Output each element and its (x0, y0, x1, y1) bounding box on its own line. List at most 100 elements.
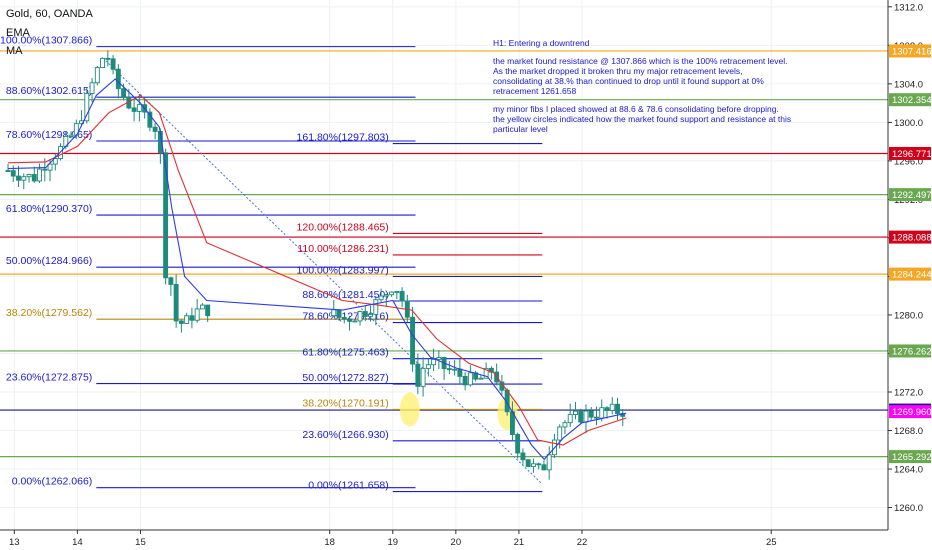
horizontal-lines[interactable] (0, 50, 888, 458)
fib-level-label: 50.00%(1272.827) (302, 372, 388, 384)
fib-level-label: 100.00%(1307.866) (0, 35, 92, 47)
indicator-ma-label[interactable]: MA (6, 45, 23, 57)
price-tag[interactable]: 1269.960 (892, 407, 932, 418)
candle-body (21, 176, 27, 181)
candle-body (431, 358, 437, 366)
candle-body (425, 364, 431, 369)
fib-level-label: 0.00%(1262.066) (12, 476, 93, 488)
fib-minor[interactable]: 161.80%(1297.803) 120.00%(1288.465) 110.00… (297, 132, 543, 493)
ema-line-path (7, 78, 627, 461)
candle-body (37, 168, 42, 182)
price-tick-label: 1268.0 (894, 426, 923, 437)
annotation-note[interactable]: H1: Entering a downtrend the market foun… (493, 38, 793, 134)
candle-body (530, 463, 536, 467)
candle-body (562, 422, 568, 428)
price-tag-bg[interactable] (889, 450, 931, 464)
candle-body (615, 403, 620, 414)
dotted-trend-line[interactable] (105, 60, 542, 484)
candle-body (478, 377, 484, 380)
price-tag[interactable]: 1276.262 (892, 346, 932, 357)
time-tick-label: 25 (766, 537, 777, 548)
fib-level-label: 120.00%(1288.465) (297, 221, 389, 233)
price-tag-bg[interactable] (889, 344, 931, 358)
price-tag[interactable]: 1284.244 (892, 270, 932, 281)
candle-body (184, 315, 190, 324)
candle-body (588, 410, 594, 418)
fib-level-label: 61.80%(1290.370) (6, 203, 92, 215)
candle-body (173, 283, 179, 322)
note-paragraph-1: the market found resistance @ 1307.866 w… (493, 56, 788, 96)
note-paragraph-2: my minor fibs I placed showed at 88.6 & … (493, 104, 792, 134)
fib-major[interactable]: 100.00%(1307.866)88.60%(1302.615)78.60%(… (0, 35, 416, 489)
highlight-circle[interactable] (399, 392, 420, 427)
price-tick-label: 1272.0 (894, 388, 923, 399)
highlights[interactable] (399, 392, 518, 431)
indicator-ema-label[interactable]: EMA (6, 27, 30, 39)
price-tick-label: 1312.0 (894, 2, 923, 13)
time-tick-label: 15 (135, 537, 146, 548)
candle-body (394, 291, 400, 293)
candle-body (341, 316, 347, 320)
price-tag[interactable]: 1296.771 (892, 149, 932, 160)
candle-body (541, 464, 547, 471)
fib-level-label: 61.80%(1275.463) (302, 347, 388, 359)
candle-body (362, 311, 368, 317)
candle-body (599, 407, 605, 419)
trend-line[interactable] (105, 60, 542, 484)
candle-body (452, 368, 458, 371)
price-tag[interactable]: 1265.292 (892, 452, 932, 463)
candle-body (336, 309, 342, 318)
price-tag-bg[interactable] (889, 405, 931, 419)
price-tick-label: 1280.0 (894, 310, 923, 321)
candle-body (357, 311, 363, 322)
price-tag-bg[interactable] (889, 267, 931, 281)
candle-body (16, 175, 21, 181)
candle-body (583, 410, 589, 423)
candle-body (436, 357, 442, 360)
fib-level-label: 23.60%(1272.875) (6, 372, 92, 384)
fib-level-label: 50.00%(1284.966) (6, 255, 92, 267)
candle-body (52, 158, 58, 165)
price-axis[interactable]: 1260.01264.01268.01272.01276.01280.01284… (887, 0, 932, 550)
candle-body (467, 372, 473, 386)
price-tick-label: 1300.0 (894, 118, 923, 129)
candle-body (378, 295, 384, 301)
price-tick-label: 1296.0 (894, 156, 923, 167)
candle-body (131, 107, 137, 112)
price-tag[interactable]: 1288.088 (892, 233, 932, 244)
candle-body (520, 452, 526, 461)
candle-body (567, 414, 573, 424)
candle-body (399, 291, 405, 302)
price-tick-label: 1264.0 (894, 465, 923, 476)
candle-body (189, 315, 195, 321)
candle-body (415, 363, 421, 387)
price-tag-bg[interactable] (889, 93, 931, 107)
fib-level-label: 88.60%(1302.615) (6, 85, 92, 97)
candle-body (168, 277, 174, 285)
time-tick-label: 14 (72, 537, 83, 548)
candle-body (594, 416, 599, 419)
price-tag-bg[interactable] (889, 146, 931, 160)
candle-body (68, 134, 74, 137)
price-tag-bg[interactable] (889, 230, 931, 244)
candle-body (352, 320, 358, 323)
price-tag[interactable]: 1292.497 (892, 190, 932, 201)
candle-body (557, 426, 563, 441)
time-tick-label: 18 (324, 537, 335, 548)
candle-body (89, 82, 95, 94)
time-tick-label: 22 (577, 537, 588, 548)
candle-body (536, 463, 542, 466)
price-tag-bg[interactable] (889, 188, 931, 202)
candle-body (525, 459, 531, 467)
price-tag[interactable]: 1307.416 (892, 46, 932, 57)
time-axis[interactable]: 13 14 15 18 19 20 21 22 25 (0, 529, 888, 550)
candle-body (205, 304, 211, 317)
candle-body (105, 57, 111, 60)
candle-body (578, 410, 584, 423)
fib-level-label: 23.60%(1266.930) (302, 429, 388, 441)
candle-body (410, 316, 416, 365)
price-tag-bg[interactable] (889, 44, 931, 58)
price-tag[interactable]: 1302.354 (892, 95, 932, 106)
candle-body (347, 318, 352, 322)
